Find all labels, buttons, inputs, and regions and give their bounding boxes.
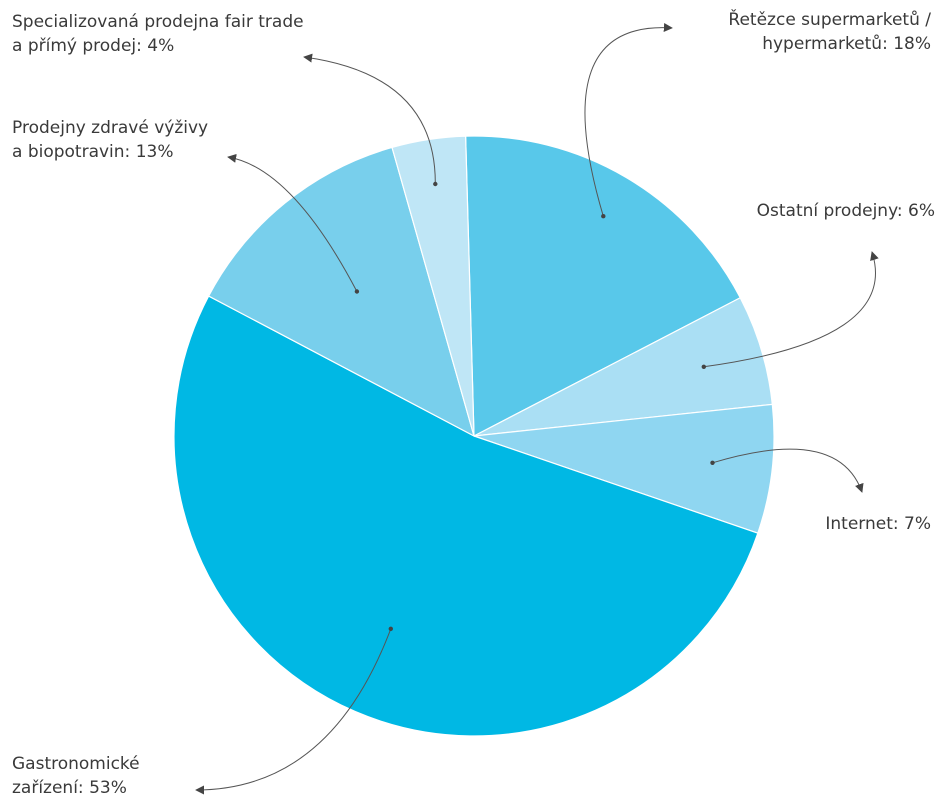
pie-slice — [207, 146, 475, 438]
leader-line — [227, 153, 358, 292]
leader-dot — [433, 181, 438, 187]
slice-label-line: a biopotravin: 13% — [12, 142, 174, 162]
leader-lines — [195, 23, 879, 795]
pie-slices — [173, 135, 775, 737]
slice-label-line: a přímý prodej: 4% — [12, 36, 175, 56]
leader-dot — [710, 460, 715, 465]
slice-label-health-food: Prodejny zdravé výživy a biopotravin: 13… — [12, 116, 208, 164]
leader-line — [584, 23, 673, 217]
slice-label-line: Prodejny zdravé výživy — [12, 118, 209, 138]
pie-slice — [465, 135, 742, 437]
leader-line — [712, 448, 864, 493]
leader-line — [703, 251, 879, 368]
slice-label-line: hypermarketů: 18% — [762, 34, 931, 54]
leader-dot — [601, 214, 606, 219]
slice-label-supermarkets: Řetězce supermarketů / hypermarketů: 18% — [728, 8, 931, 56]
leader-dot — [388, 626, 393, 631]
slice-label-internet: Internet: 7% — [825, 512, 931, 536]
leader-line — [195, 628, 392, 795]
leader-dot — [354, 289, 360, 294]
slice-label-line: Gastronomické — [12, 754, 140, 774]
leader-line — [303, 53, 436, 185]
slice-label-fair-trade: Specializovaná prodejna fair trade a pří… — [12, 10, 304, 58]
slice-label-other-shops: Ostatní prodejny: 6% — [757, 199, 935, 223]
leader-dot — [701, 364, 706, 369]
slice-label-line: Řetězce supermarketů / — [728, 10, 931, 30]
slice-label-line: Specializovaná prodejna fair trade — [12, 12, 304, 32]
pie-slice — [173, 295, 759, 737]
slice-label-line: Ostatní prodejny: 6% — [756, 201, 935, 221]
pie-slice — [473, 403, 775, 534]
slice-label-gastronomy: Gastronomické zařízení: 53% — [12, 752, 140, 800]
slice-label-line: Internet: 7% — [825, 514, 931, 534]
slice-label-line: zařízení: 53% — [12, 778, 127, 798]
